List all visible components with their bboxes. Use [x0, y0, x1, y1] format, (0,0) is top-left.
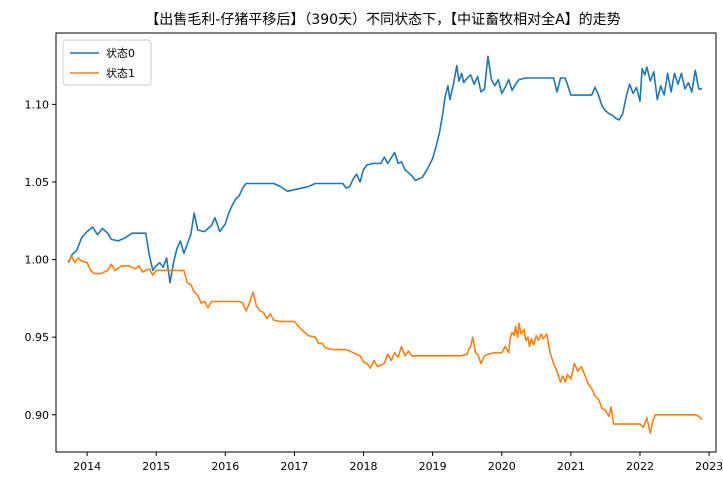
chart-title: 【出售毛利-仔猪平移后】（390天）不同状态下，【中证畜牧相对全A】的走势	[145, 11, 620, 28]
legend: 状态0 状态1	[62, 39, 152, 86]
x-tick-label: 2020	[488, 460, 516, 473]
y-tick-label: 1.00	[25, 254, 50, 267]
x-tick-label: 2018	[350, 460, 378, 473]
x-tick-label: 2023	[695, 460, 723, 473]
y-axis: 0.90 0.95 1.00 1.05 1.10	[25, 98, 56, 422]
y-tick-label: 0.90	[25, 409, 50, 422]
plot-frame	[55, 32, 717, 453]
series-line-0	[67, 55, 703, 284]
y-tick-label: 1.10	[25, 98, 50, 111]
x-tick-label: 2016	[211, 460, 239, 473]
x-tick-label: 2014	[73, 460, 101, 473]
x-tick-label: 2015	[142, 460, 170, 473]
legend-label-series-0: 状态0	[106, 46, 135, 60]
legend-label-series-1: 状态1	[106, 66, 135, 80]
y-tick-label: 1.05	[25, 176, 50, 189]
x-axis: 2014 2015 2016 2017 2018 2019 2020 2021 2022 2023	[73, 452, 723, 473]
x-tick-label: 2022	[626, 460, 654, 473]
x-tick-label: 2017	[280, 460, 308, 473]
series-line-1	[67, 255, 703, 435]
x-tick-label: 2019	[419, 460, 447, 473]
x-tick-label: 2021	[557, 460, 585, 473]
series-layer	[67, 55, 703, 435]
y-tick-label: 0.95	[25, 331, 50, 344]
